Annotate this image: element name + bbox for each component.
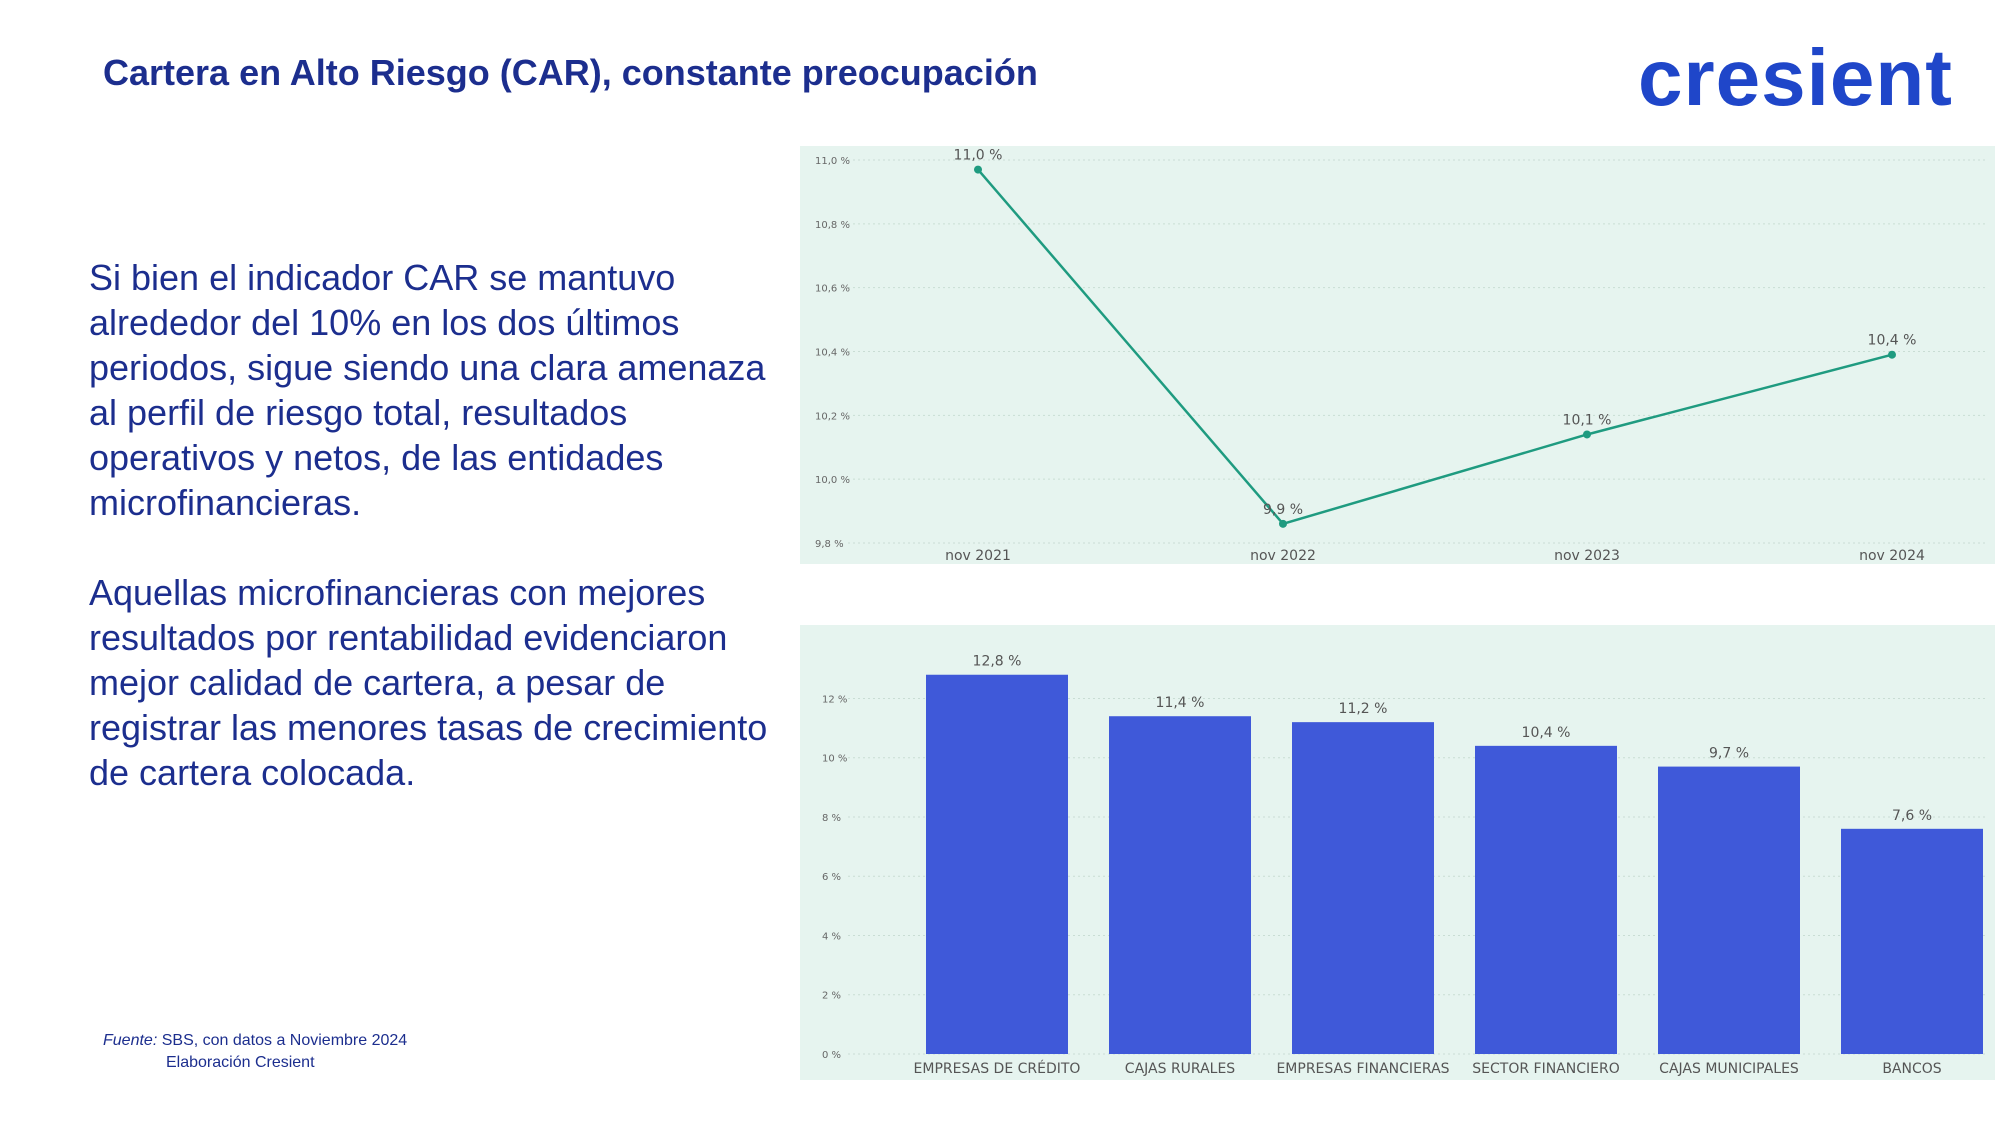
bar-category-label: EMPRESAS DE CRÉDITO	[914, 1060, 1081, 1077]
paragraph-1: Si bien el indicador CAR se mantuvo alre…	[89, 257, 766, 523]
line-y-tick-label: 10,0 %	[815, 475, 850, 486]
bar-y-tick-label: 6 %	[822, 872, 841, 883]
line-y-tick-label: 10,8 %	[815, 220, 850, 231]
bar-category-label: SECTOR FINANCIERO	[1472, 1061, 1619, 1077]
line-data-point	[1583, 430, 1591, 439]
line-chart-svg: 9,8 % 10,0 % 10,2 % 10,4 % 10,6 % 10,8 % 11,0 …	[815, 148, 1985, 564]
bar-4	[1475, 745, 1617, 1054]
bar-y-tick-label: 4 %	[822, 931, 841, 942]
bar-category-label: BANCOS	[1882, 1061, 1941, 1077]
bar-category-label: CAJAS RURALES	[1125, 1061, 1236, 1077]
bar-chart-svg: 0 % 2 % 4 % 6 % 8 % 10 % 12 % 12,8 % EMPRESAS DE…	[822, 654, 1985, 1077]
bar-data-label: 11,2 %	[1339, 701, 1388, 717]
bar-data-label: 11,4 %	[1156, 695, 1205, 711]
line-x-tick-label: nov 2021	[945, 548, 1011, 564]
line-y-tick-label: 10,2 %	[815, 411, 850, 422]
source-credit: Elaboración Cresient	[166, 1054, 315, 1071]
line-y-tick-label: 11,0 %	[815, 156, 850, 167]
car-by-sector-bar-chart: 0 % 2 % 4 % 6 % 8 % 10 % 12 % 12,8 % EMPRESAS DE…	[800, 625, 1995, 1080]
bar-category-label: EMPRESAS FINANCIERAS	[1276, 1061, 1449, 1077]
bar-2	[1109, 716, 1251, 1054]
line-x-tick-label: nov 2022	[1250, 548, 1316, 564]
bar-y-tick-label: 0 %	[822, 1050, 841, 1061]
line-y-tick-label: 10,4 %	[815, 348, 850, 359]
bar-category-label: CAJAS MUNICIPALES	[1659, 1061, 1799, 1077]
bar-data-label: 12,8 %	[973, 654, 1022, 670]
source-text: SBS, con datos a Noviembre 2024	[161, 1032, 408, 1049]
source-note: Fuente: SBS, con datos a Noviembre 2024 …	[103, 1030, 407, 1074]
body-text: Si bien el indicador CAR se mantuvo alre…	[89, 255, 769, 840]
line-data-point	[974, 165, 982, 174]
line-data-label: 11,0 %	[954, 148, 1003, 164]
line-y-tick-label: 10,6 %	[815, 284, 850, 295]
line-data-label: 10,1 %	[1563, 412, 1612, 428]
source-label: Fuente:	[103, 1032, 158, 1049]
bar-5	[1658, 766, 1800, 1054]
line-x-tick-label: nov 2024	[1859, 548, 1925, 564]
bar-6	[1841, 828, 1983, 1054]
line-x-tick-label: nov 2023	[1554, 548, 1620, 564]
bar-y-tick-label: 2 %	[822, 991, 841, 1002]
line-data-label: 10,4 %	[1868, 333, 1917, 349]
paragraph-2: Aquellas microfinancieras con mejores re…	[89, 572, 768, 793]
bar-data-label: 7,6 %	[1892, 808, 1932, 824]
bar-data-label: 10,4 %	[1522, 725, 1571, 741]
bar-y-tick-label: 8 %	[822, 813, 841, 824]
bar-y-tick-label: 10 %	[822, 754, 847, 765]
bar-data-label: 9,7 %	[1709, 746, 1749, 762]
car-series-line	[977, 168, 1893, 526]
line-data-point	[1279, 519, 1287, 528]
slide-title: Cartera en Alto Riesgo (CAR), constante …	[103, 52, 1038, 93]
line-data-label: 9,9 %	[1263, 502, 1303, 518]
car-trend-line-chart: 9,8 % 10,0 % 10,2 % 10,4 % 10,6 % 10,8 % 11,0 …	[800, 146, 1995, 564]
bar-1	[926, 674, 1068, 1054]
bar-y-tick-label: 12 %	[822, 694, 847, 705]
line-data-point	[1888, 350, 1896, 359]
cresient-logo: cresient	[1638, 33, 1953, 122]
bar-3	[1292, 722, 1434, 1054]
line-y-tick-label: 9,8 %	[815, 539, 844, 550]
